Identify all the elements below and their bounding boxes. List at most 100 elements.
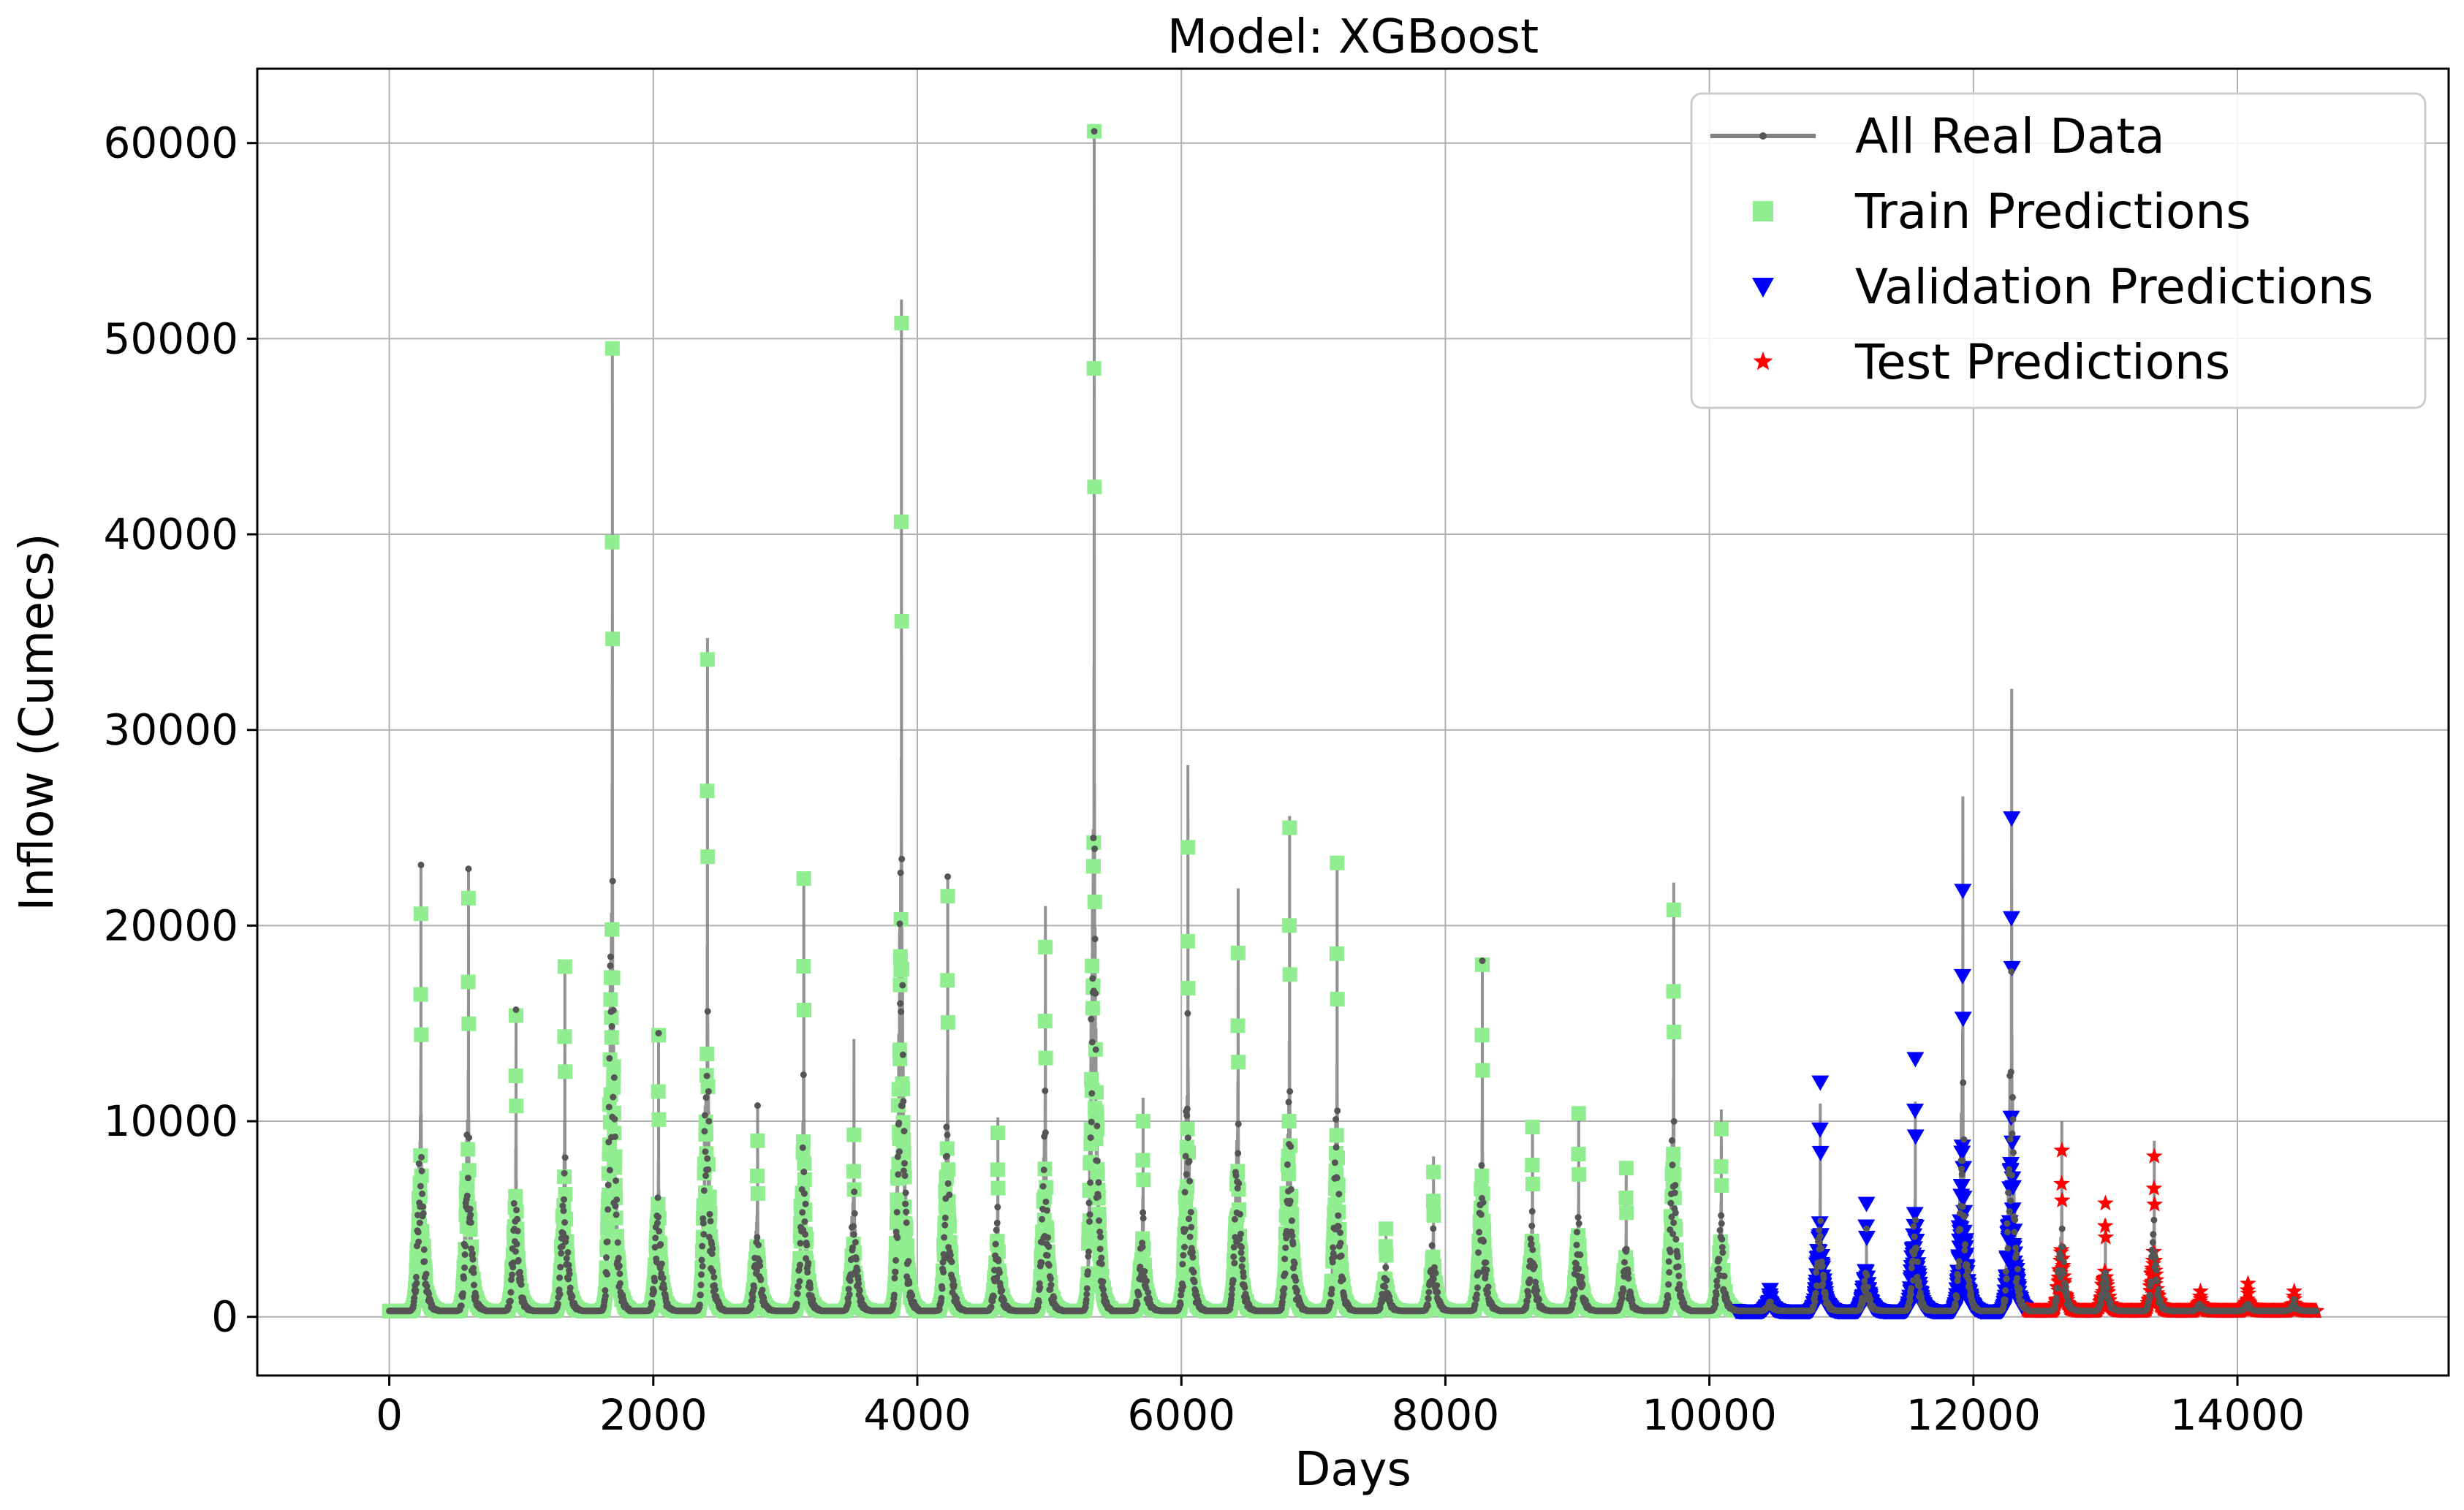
- real-point: [561, 1196, 568, 1203]
- train-point: [1135, 1114, 1151, 1129]
- train-point: [1136, 1172, 1151, 1188]
- train-point: [940, 889, 955, 904]
- real-point: [417, 861, 425, 868]
- real-point: [554, 1300, 561, 1308]
- real-point: [461, 1251, 469, 1259]
- real-point: [416, 1219, 423, 1226]
- train-point: [1037, 1013, 1053, 1028]
- real-point: [604, 1270, 611, 1278]
- real-point: [411, 1294, 418, 1302]
- real-point: [458, 1302, 465, 1310]
- real-point: [412, 1273, 420, 1281]
- real-point: [606, 1055, 613, 1062]
- real-point: [462, 1242, 469, 1250]
- real-point: [417, 1183, 424, 1190]
- train-point: [700, 1046, 715, 1061]
- train-point: [990, 1180, 1006, 1196]
- train-point: [607, 1149, 623, 1164]
- train-point: [700, 784, 715, 799]
- real-point: [607, 953, 614, 960]
- real-point: [421, 1258, 428, 1265]
- train-point: [1231, 1055, 1246, 1070]
- real-point: [464, 1175, 471, 1182]
- real-point: [566, 1284, 574, 1291]
- real-point: [461, 1264, 469, 1271]
- real-point: [412, 1287, 420, 1294]
- real-point: [507, 1289, 515, 1296]
- real-point: [563, 1255, 570, 1262]
- train-point: [1329, 946, 1344, 961]
- train-point: [1180, 933, 1195, 949]
- train-point: [558, 1064, 573, 1080]
- train-point: [604, 341, 620, 356]
- train-point: [460, 974, 476, 990]
- train-point: [508, 1008, 523, 1023]
- train-point: [1713, 1121, 1729, 1137]
- train-point: [603, 992, 618, 1007]
- train-point: [796, 959, 811, 974]
- train-point: [413, 987, 428, 1002]
- real-point: [605, 1104, 613, 1111]
- train-point: [1087, 479, 1102, 495]
- real-point: [513, 1240, 520, 1248]
- train-point: [651, 1196, 666, 1212]
- real-point: [414, 1229, 422, 1236]
- train-point: [605, 631, 621, 647]
- real-point: [512, 1248, 519, 1255]
- train-point: [1330, 992, 1345, 1007]
- real-point: [561, 1154, 569, 1161]
- real-point: [472, 1293, 479, 1300]
- train-point: [940, 1014, 955, 1030]
- real-point: [566, 1270, 573, 1278]
- train-point: [700, 652, 715, 667]
- train-point: [1038, 1050, 1053, 1066]
- train-point: [460, 890, 476, 906]
- real-point: [469, 1256, 477, 1263]
- train-point: [1618, 1190, 1634, 1205]
- real-point: [415, 1160, 422, 1167]
- train-point: [1425, 1194, 1441, 1209]
- train-point: [557, 1169, 572, 1185]
- train-point: [1666, 984, 1681, 999]
- real-point: [604, 1238, 611, 1245]
- real-point: [518, 1281, 525, 1289]
- real-point: [569, 1293, 576, 1300]
- train-point: [797, 1156, 812, 1171]
- real-point: [606, 1166, 613, 1174]
- train-point: [1426, 1164, 1441, 1180]
- train-point: [1474, 1168, 1490, 1183]
- real-point: [562, 1234, 569, 1242]
- train-point: [557, 959, 572, 974]
- train-point: [1281, 918, 1297, 933]
- train-point: [413, 906, 428, 922]
- real-point: [564, 1249, 572, 1256]
- train-point: [1571, 1147, 1586, 1162]
- real-point: [419, 1190, 426, 1197]
- train-point: [1085, 859, 1101, 874]
- train-point: [1618, 1161, 1634, 1176]
- train-point: [1667, 1024, 1682, 1039]
- train-point: [1571, 1106, 1586, 1121]
- train-point: [700, 849, 716, 865]
- train-point: [604, 922, 620, 937]
- train-point: [1667, 1166, 1682, 1182]
- real-point: [417, 1153, 425, 1161]
- real-point: [460, 1275, 467, 1282]
- real-point: [413, 1280, 420, 1287]
- real-point: [470, 1269, 477, 1276]
- train-point: [1230, 945, 1246, 960]
- real-point: [510, 1200, 518, 1207]
- real-point: [602, 1292, 609, 1300]
- train-point: [1619, 1205, 1634, 1221]
- real-point: [415, 1238, 422, 1245]
- train-point: [1090, 1166, 1105, 1182]
- train-point: [894, 613, 909, 629]
- train-point: [557, 1029, 572, 1044]
- train-point: [899, 1239, 914, 1254]
- train-point: [1714, 1177, 1729, 1193]
- train-point: [1180, 840, 1196, 855]
- real-point: [420, 1210, 427, 1217]
- train-point: [1085, 1001, 1100, 1016]
- train-point: [940, 973, 955, 988]
